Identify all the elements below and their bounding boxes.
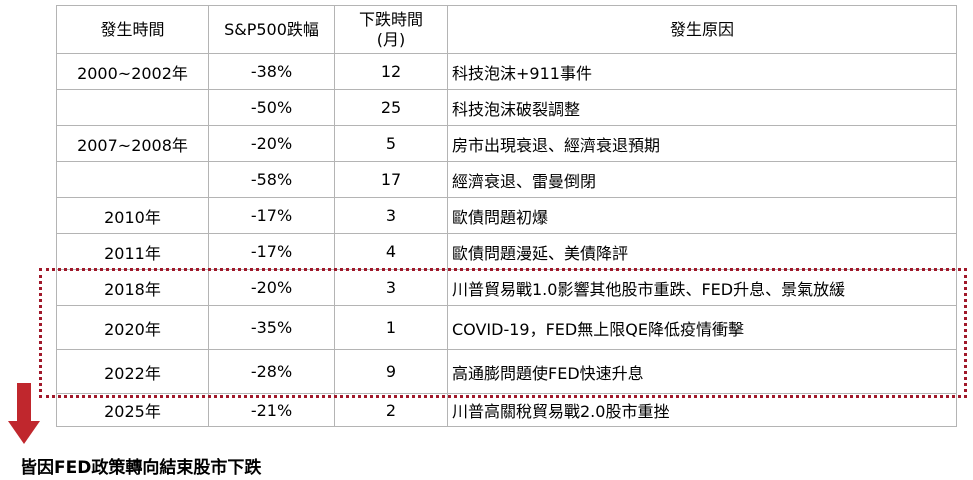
cell-months: 17 [334,161,448,198]
header-duration: 下跌時間 (月) [334,5,448,54]
cell-reason: 經濟衰退、雷曼倒閉 [447,161,957,198]
cell-period: 2010年 [56,197,209,234]
cell-months: 25 [334,89,448,126]
table-row: 2022年 -28% 9 高通膨問題使FED快速升息 [56,349,957,394]
cell-drop: -35% [208,305,335,350]
table-row: 2018年 -20% 3 川普貿易戰1.0影響其他股市重跌、FED升息、景氣放緩 [56,269,957,306]
cell-months: 3 [334,197,448,234]
cell-reason: 川普貿易戰1.0影響其他股市重跌、FED升息、景氣放緩 [447,269,957,306]
cell-reason: 高通膨問題使FED快速升息 [447,349,957,394]
table-row: -58% 17 經濟衰退、雷曼倒閉 [56,161,957,198]
header-reason: 發生原因 [447,5,957,54]
cell-period [56,89,209,126]
cell-reason: COVID-19，FED無上限QE降低疫情衝擊 [447,305,957,350]
table-header-row: 發生時間 S&P500跌幅 下跌時間 (月) 發生原因 [56,5,957,54]
cell-months: 12 [334,53,448,90]
cell-drop: -20% [208,125,335,162]
table-row: 2007~2008年 -20% 5 房市出現衰退、經濟衰退預期 [56,125,957,162]
header-drop: S&P500跌幅 [208,5,335,54]
cell-drop: -38% [208,53,335,90]
cell-reason: 科技泡沫+911事件 [447,53,957,90]
cell-drop: -17% [208,197,335,234]
table-row: -50% 25 科技泡沫破裂調整 [56,89,957,126]
cell-drop: -17% [208,233,335,270]
cell-months: 2 [334,393,448,427]
cell-reason: 川普高關稅貿易戰2.0股市重挫 [447,393,957,427]
cell-period: 2022年 [56,349,209,394]
cell-period: 2020年 [56,305,209,350]
cell-drop: -58% [208,161,335,198]
cell-reason: 房市出現衰退、經濟衰退預期 [447,125,957,162]
cell-reason: 歐債問題漫延、美債降評 [447,233,957,270]
cell-period: 2000~2002年 [56,53,209,90]
table-row: 2025年 -21% 2 川普高關稅貿易戰2.0股市重挫 [56,393,957,427]
cell-drop: -21% [208,393,335,427]
table-row: 2020年 -35% 1 COVID-19，FED無上限QE降低疫情衝擊 [56,305,957,350]
cell-months: 9 [334,349,448,394]
cell-months: 3 [334,269,448,306]
cell-drop: -20% [208,269,335,306]
fed-pivot-footnote: 皆因FED政策轉向結束股市下跌 [20,458,262,478]
cell-drop: -50% [208,89,335,126]
cell-reason: 科技泡沫破裂調整 [447,89,957,126]
cell-period: 2011年 [56,233,209,270]
table-row: 2010年 -17% 3 歐債問題初爆 [56,197,957,234]
cell-drop: -28% [208,349,335,394]
header-period: 發生時間 [56,5,209,54]
table-row: 2000~2002年 -38% 12 科技泡沫+911事件 [56,53,957,90]
down-arrow-icon [8,383,40,444]
cell-months: 1 [334,305,448,350]
table-row: 2011年 -17% 4 歐債問題漫延、美債降評 [56,233,957,270]
cell-period: 2007~2008年 [56,125,209,162]
cell-reason: 歐債問題初爆 [447,197,957,234]
cell-months: 5 [334,125,448,162]
cell-period: 2018年 [56,269,209,306]
cell-period: 2025年 [56,393,209,427]
cell-period [56,161,209,198]
market-drop-table: 發生時間 S&P500跌幅 下跌時間 (月) 發生原因 2000~2002年 -… [56,5,957,427]
cell-months: 4 [334,233,448,270]
